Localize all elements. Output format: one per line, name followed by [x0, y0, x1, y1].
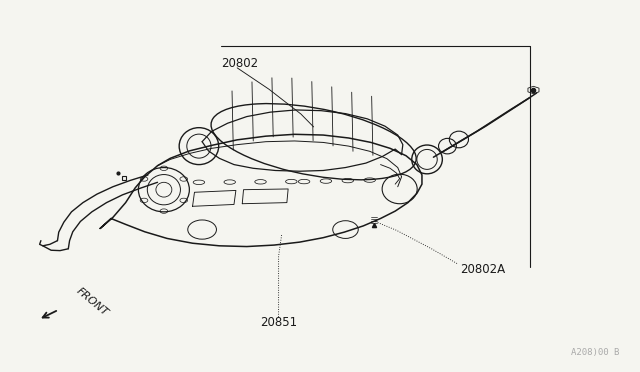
Text: 20802: 20802 — [221, 57, 259, 70]
Text: 20802A: 20802A — [460, 263, 506, 276]
Text: A208)00 B: A208)00 B — [571, 347, 620, 357]
Text: 20851: 20851 — [260, 316, 297, 329]
Text: FRONT: FRONT — [75, 286, 110, 318]
